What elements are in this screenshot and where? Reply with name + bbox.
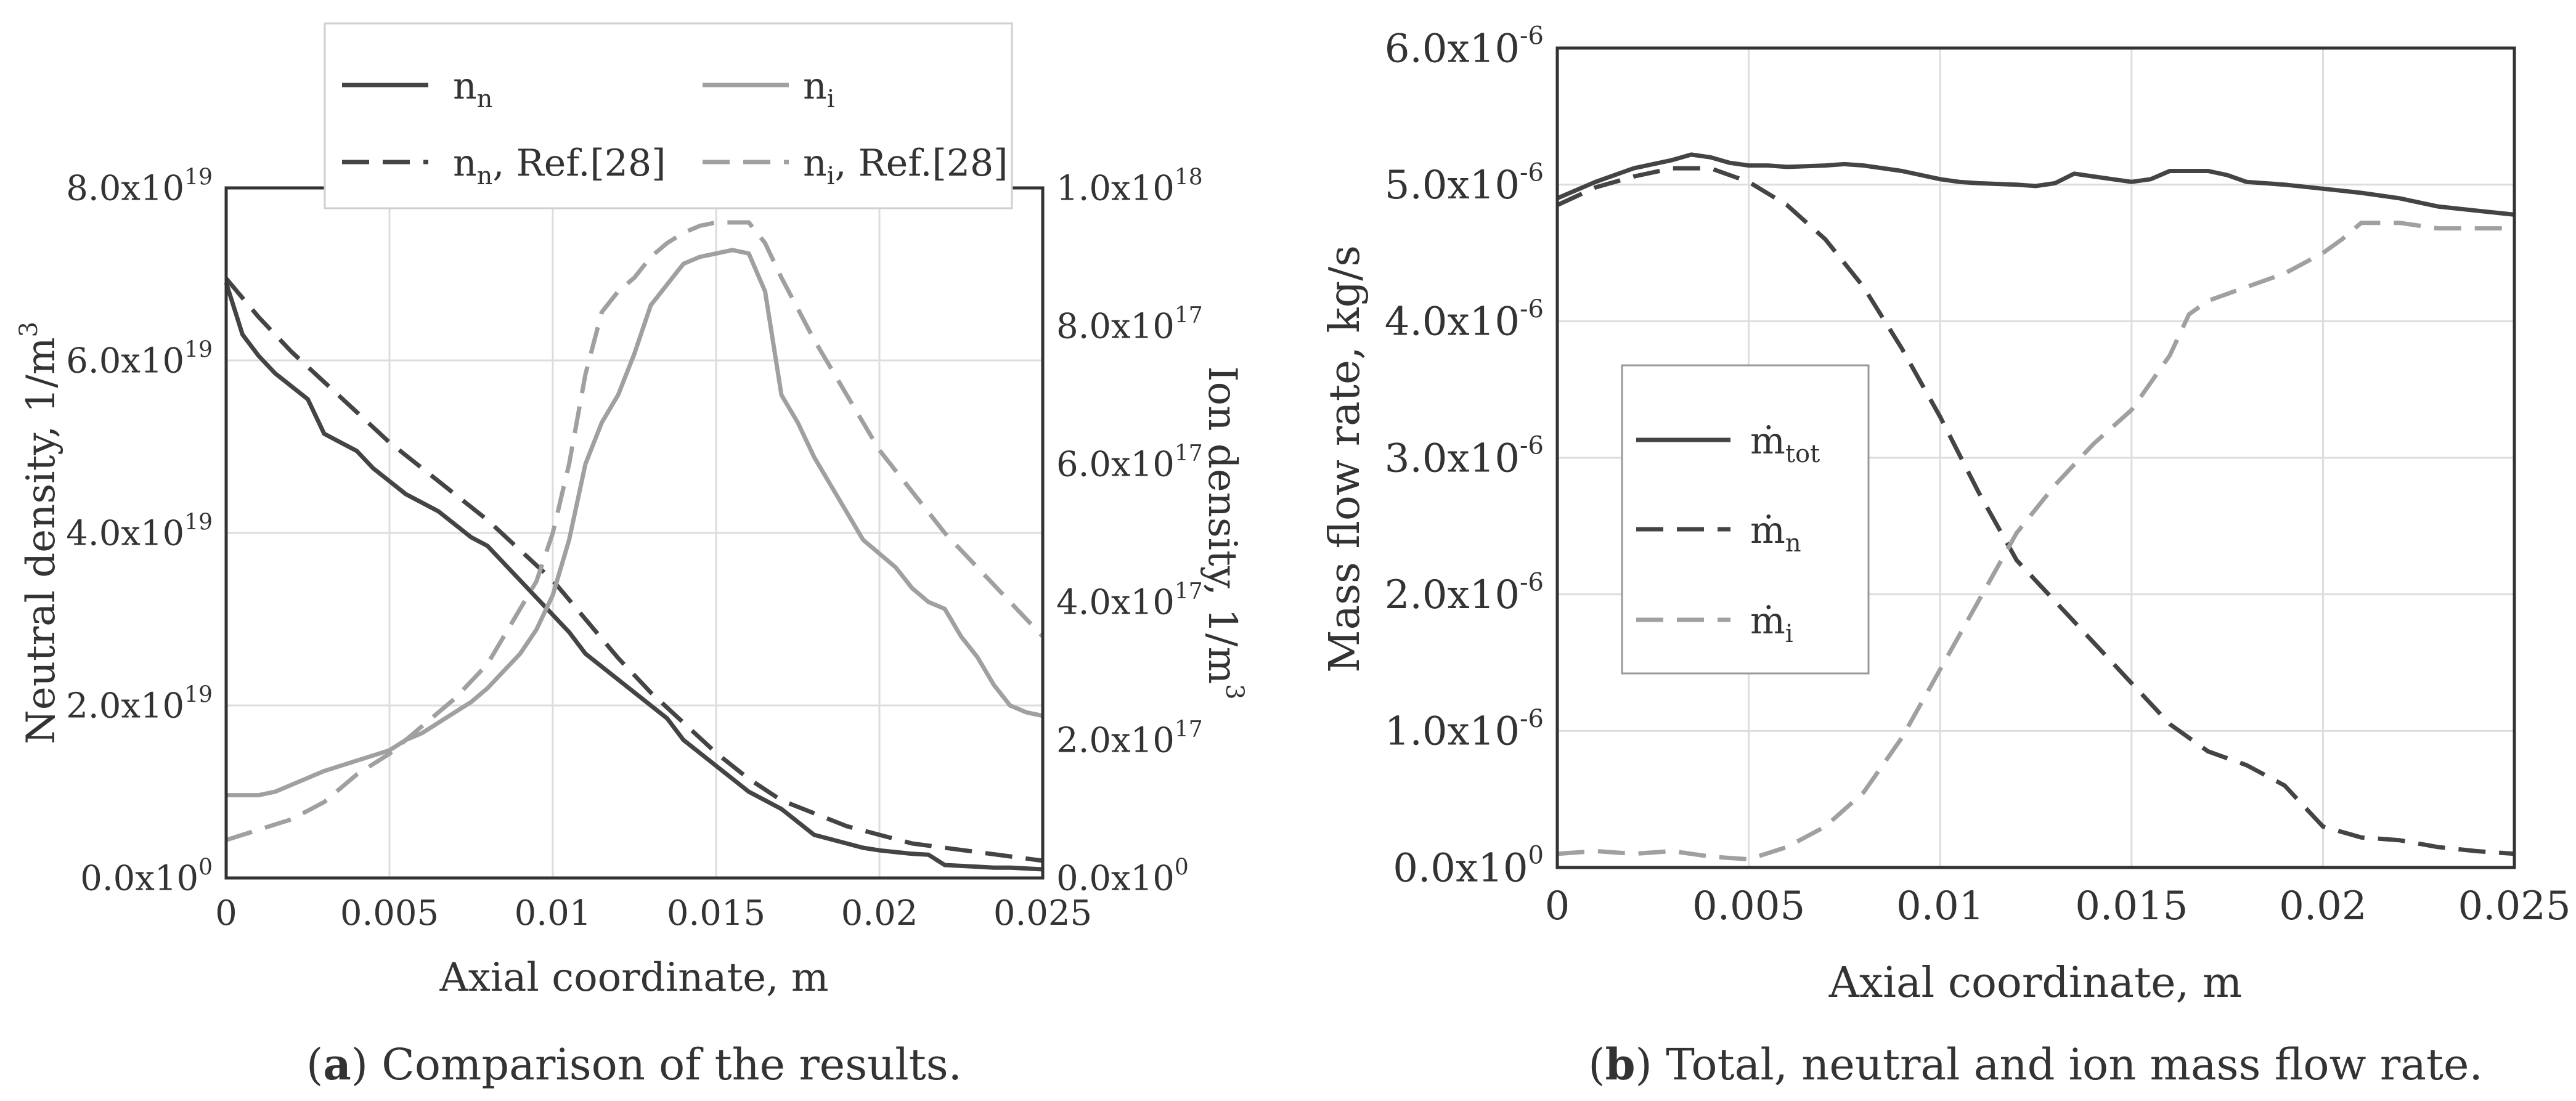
a-y-right-tick-label: 2.0x1017 [1056,717,1203,760]
a-legend-label-ni-ref: ni, Ref.[28] [803,142,1008,190]
a-y-right-tick-label: 8.0x1017 [1056,303,1203,346]
a-series-group [224,220,1045,872]
a-x-tick-label: 0 [215,893,237,933]
b-caption: (b) Total, neutral and ion mass flow rat… [1588,1039,2483,1090]
b-x-tick-labels: 0 0.005 0.01 0.015 0.02 0.025 [1545,884,2571,929]
a-y-right-tick-label: 1.0x1018 [1056,165,1203,208]
a-y-right-tick-label: 4.0x1017 [1056,579,1203,622]
a-legend: nn ni nn, Ref.[28] ni, Ref.[28] [324,22,1013,209]
a-y-left-tick-labels: 0.0x100 2.0x1019 4.0x1019 6.0x1019 8.0x1019 [66,165,213,898]
a-y-left-tick-label: 4.0x1019 [66,510,213,553]
b-y-left-tick-label: 3.0x10-6 [1385,432,1544,482]
a-y-left-tick-label: 2.0x1019 [66,682,213,726]
a-y-left-tick-label: 6.0x1019 [66,337,213,381]
b-y-left-tick-label: 2.0x10-6 [1385,568,1544,618]
b-legend-label-mi: ṁi [1750,599,1793,648]
b-series-neutral-mass-flow-line [1556,166,2515,856]
a-x-tick-label: 0.02 [841,893,918,933]
b-y-left-tick-label: 6.0x10-6 [1385,22,1544,72]
b-x-tick-label: 0.025 [2458,884,2570,929]
b-series-group [1556,152,2515,862]
b-x-tick-label: 0.01 [1896,884,1984,929]
a-y-left-axis-label: Neutral density, 1/m3 [15,322,64,744]
b-y-left-tick-label: 0.0x100 [1393,842,1544,892]
b-series-ion-mass-flow-line [1557,221,2514,862]
a-series-neutral-density-ref-line [224,277,1043,863]
b-x-tick-label: 0.02 [2279,884,2367,929]
b-plot-frame [1555,46,2516,869]
a-legend-box [324,22,1013,209]
a-caption: (a) Comparison of the results. [306,1039,962,1090]
a-y-left-tick-label: 0.0x100 [80,855,213,898]
a-x-tick-label: 0.005 [340,893,439,933]
b-x-axis-label: Axial coordinate, m [1828,959,2242,1007]
b-series-total-mass-flow-line [1556,152,2515,217]
b-legend-box [1621,364,1870,675]
a-x-axis-label: Axial coordinate, m [439,955,828,1001]
a-legend-label-nn-ref: nn, Ref.[28] [453,142,666,190]
a-legend-label-nn: nn [453,65,492,113]
b-legend-label-mn: ṁn [1750,509,1801,558]
a-y-right-axis-label: Ion density, 1/m3 [1199,366,1249,699]
a-y-right-tick-label: 0.0x100 [1056,855,1189,898]
b-y-tick-labels: 0.0x100 1.0x10-6 2.0x10-6 3.0x10-6 4.0x10-6 5… [1385,22,1544,892]
a-y-right-tick-label: 6.0x1017 [1056,441,1203,484]
a-legend-label-ni: ni [803,65,834,113]
b-y-left-tick-label: 4.0x10-6 [1385,295,1544,345]
a-y-left-tick-label: 8.0x1019 [66,165,213,208]
b-y-axis-label: Mass flow rate, kg/s [1321,245,1369,673]
a-x-tick-label: 0.025 [993,893,1092,933]
panel-a: 0 0.005 0.01 0.015 0.02 0.025 0.0x100 2.0x1019… [15,22,1249,1090]
a-y-right-tick-labels: 0.0x100 2.0x1017 4.0x1017 6.0x1017 8.0x1017 1… [1056,165,1203,898]
a-series-ion-density-line [226,248,1043,798]
b-legend-label-mtot: ṁtot [1750,420,1820,468]
a-x-tick-labels: 0 0.005 0.01 0.015 0.02 0.025 [215,893,1092,933]
panel-b: 0 0.005 0.01 0.015 0.02 0.025 0.0x100 1.0x10-6… [1321,22,2571,1090]
b-legend: ṁtot ṁn ṁi [1621,364,1870,675]
a-x-tick-label: 0.01 [515,893,592,933]
b-x-tick-label: 0.015 [2075,884,2188,929]
a-gridlines [225,187,1044,879]
b-y-left-tick-label: 1.0x10-6 [1385,705,1544,755]
a-series-neutral-density-line [224,282,1043,872]
a-x-tick-label: 0.015 [667,893,765,933]
b-x-tick-label: 0.005 [1692,884,1805,929]
b-y-left-tick-label: 5.0x10-6 [1385,158,1544,208]
a-series-ion-density-ref-line [225,220,1045,842]
b-x-tick-label: 0 [1545,884,1570,929]
